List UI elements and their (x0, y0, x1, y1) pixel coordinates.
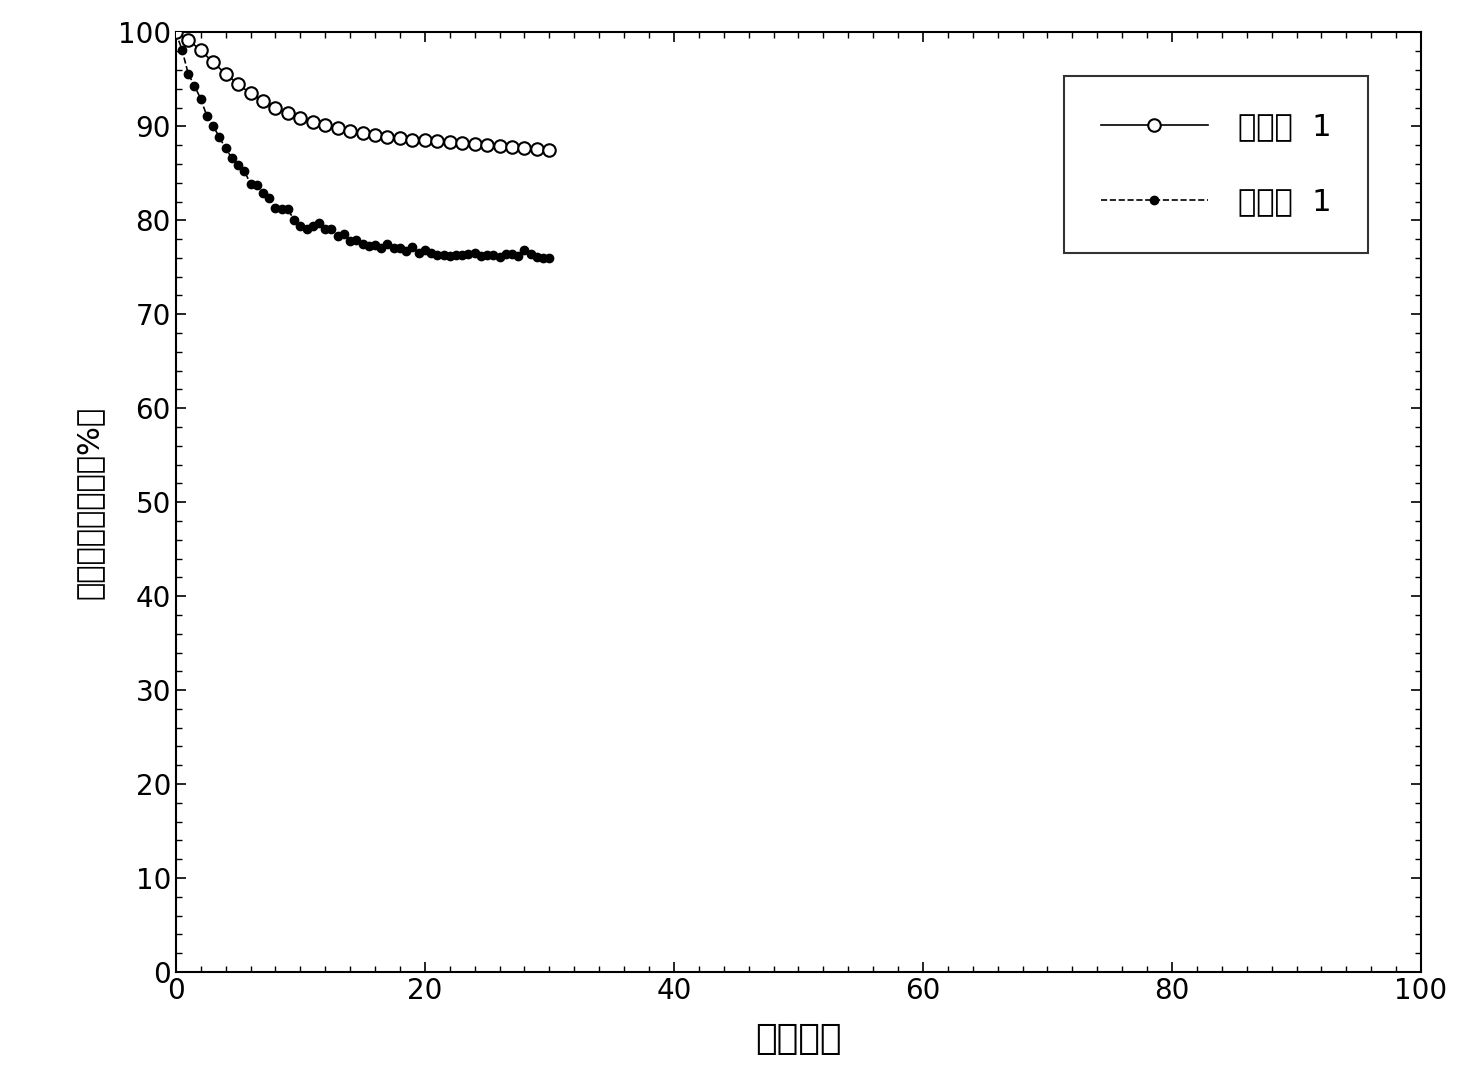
实施例  1 (341, 124, 359, 137)
对比例  1 (541, 251, 558, 264)
实施例  1 (355, 126, 372, 139)
实施例  1 (217, 67, 234, 80)
对比例  1 (242, 177, 259, 190)
对比例  1 (491, 251, 508, 264)
实施例  1 (167, 26, 185, 39)
实施例  1 (541, 144, 558, 157)
实施例  1 (204, 56, 223, 69)
实施例  1 (316, 119, 334, 132)
对比例  1 (167, 26, 185, 39)
实施例  1 (466, 138, 483, 151)
Y-axis label: 放电容量保持率（%）: 放电容量保持率（%） (75, 406, 104, 598)
对比例  1 (535, 252, 552, 265)
X-axis label: 循环次数: 循环次数 (754, 1022, 842, 1055)
Line: 实施例  1: 实施例 1 (170, 26, 555, 157)
对比例  1 (391, 242, 409, 255)
实施例  1 (527, 143, 545, 156)
实施例  1 (229, 78, 246, 91)
实施例  1 (255, 95, 272, 108)
实施例  1 (267, 102, 284, 114)
实施例  1 (366, 129, 384, 141)
实施例  1 (404, 133, 422, 146)
实施例  1 (516, 141, 533, 154)
实施例  1 (242, 87, 259, 100)
对比例  1 (255, 187, 272, 200)
Line: 对比例  1: 对比例 1 (171, 28, 554, 262)
实施例  1 (454, 137, 472, 150)
实施例  1 (428, 135, 445, 148)
Legend: 实施例  1, 对比例  1: 实施例 1, 对比例 1 (1064, 76, 1368, 253)
实施例  1 (305, 116, 322, 129)
实施例  1 (378, 131, 396, 144)
实施例  1 (192, 44, 209, 57)
实施例  1 (328, 122, 347, 135)
对比例  1 (366, 239, 384, 252)
对比例  1 (297, 222, 315, 235)
实施例  1 (491, 139, 508, 152)
实施例  1 (278, 107, 296, 120)
实施例  1 (478, 138, 495, 151)
实施例  1 (391, 131, 409, 144)
实施例  1 (441, 136, 459, 149)
实施例  1 (504, 140, 522, 153)
实施例  1 (416, 134, 434, 147)
实施例  1 (179, 33, 196, 46)
实施例  1 (292, 111, 309, 124)
